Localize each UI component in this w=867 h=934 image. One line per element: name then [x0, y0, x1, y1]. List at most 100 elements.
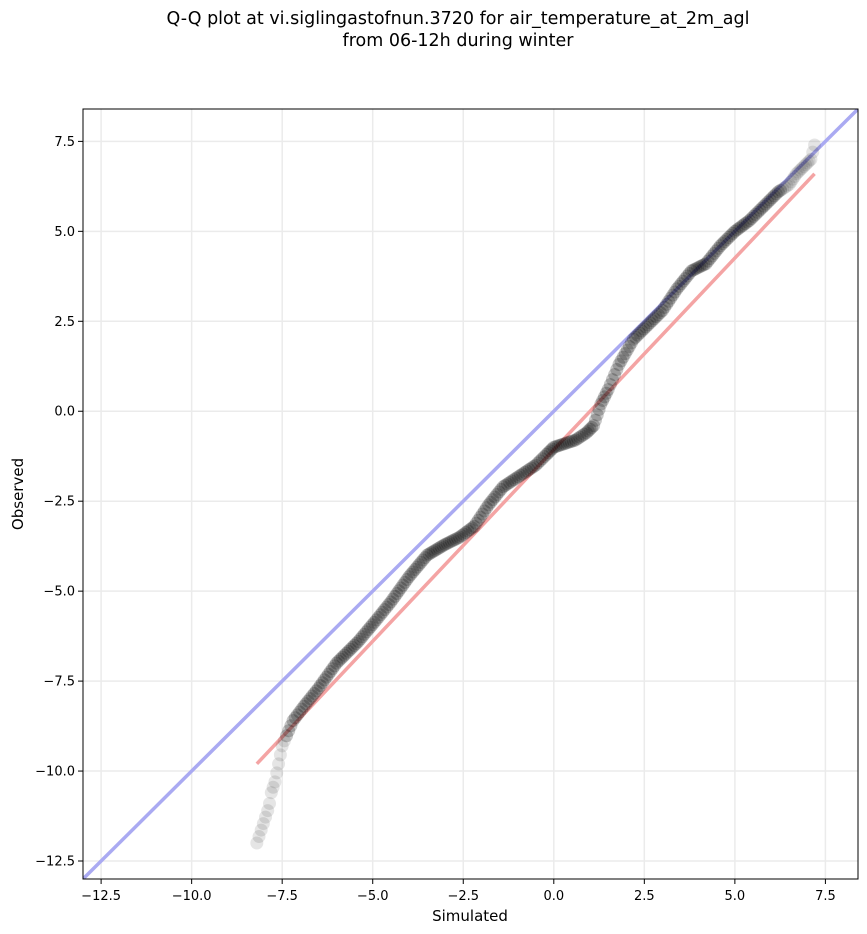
qq-point-130 [516, 467, 530, 481]
x-tick-label-5: 0.0 [543, 889, 564, 904]
qq-point-94 [440, 536, 454, 550]
chart-title: Q-Q plot at vi.siglingastofnun.3720 for … [0, 8, 867, 52]
qq-point-123 [500, 477, 514, 491]
qq-point-115 [484, 495, 498, 509]
qq-point-232 [726, 226, 740, 240]
qq-point-169 [596, 393, 610, 407]
qq-point-101 [455, 529, 469, 543]
qq-point-110 [473, 510, 487, 524]
qq-point-259 [782, 178, 796, 192]
qq-point-205 [670, 282, 684, 296]
x-tick-label-6: 2.5 [634, 889, 655, 904]
identity-line [83, 109, 858, 879]
qq-point-261 [786, 172, 800, 186]
qq-point-4 [259, 810, 273, 824]
qq-point-193 [645, 314, 659, 328]
qq-point-11 [272, 757, 286, 771]
qq-point-107 [467, 519, 481, 533]
qq-point-237 [736, 218, 750, 232]
qq-point-15 [280, 729, 294, 743]
qq-point-25 [301, 694, 315, 708]
qq-point-79 [410, 560, 424, 574]
qq-point-105 [463, 522, 477, 536]
qq-point-24 [299, 697, 313, 711]
qq-point-99 [451, 531, 465, 545]
qq-point-109 [471, 513, 485, 527]
qq-point-150 [558, 437, 572, 451]
qq-point-213 [686, 263, 700, 277]
qq-point-55 [361, 623, 375, 637]
y-tick-label-8: 7.5 [54, 135, 75, 150]
qq-point-153 [564, 434, 578, 448]
qq-point-78 [408, 563, 422, 577]
qq-point-97 [446, 533, 460, 547]
qq-point-235 [732, 221, 746, 235]
qq-point-90 [432, 541, 446, 555]
qq-point-265 [793, 163, 807, 177]
qq-point-264 [791, 165, 805, 179]
qq-point-57 [365, 618, 379, 632]
qq-point-233 [728, 224, 742, 238]
qq-point-143 [543, 444, 557, 458]
qq-point-178 [614, 354, 628, 368]
qq-point-68 [388, 589, 402, 603]
qq-point-244 [751, 205, 765, 219]
qq-point-70 [392, 584, 406, 598]
qq-point-179 [616, 350, 630, 364]
qq-point-197 [653, 306, 667, 320]
reference-lines [83, 109, 858, 879]
qq-point-192 [643, 316, 657, 330]
qq-point-245 [753, 203, 767, 217]
qq-point-183 [624, 336, 638, 350]
qq-point-181 [620, 343, 634, 357]
qq-point-215 [691, 261, 705, 275]
chart-title-line-2: from 06-12h during winter [342, 31, 574, 51]
qq-point-170 [597, 390, 611, 404]
qq-point-138 [533, 454, 547, 468]
qq-point-184 [626, 332, 640, 346]
qq-point-113 [480, 501, 494, 515]
qq-point-162 [583, 422, 597, 436]
qq-point-7 [264, 786, 278, 800]
qq-point-254 [771, 185, 785, 199]
qq-point-176 [610, 363, 624, 377]
qq-point-8 [266, 780, 280, 794]
qq-point-108 [469, 516, 483, 530]
qq-point-258 [780, 179, 794, 193]
qq-point-73 [398, 575, 412, 589]
qq-point-134 [524, 461, 538, 475]
qq-point-124 [503, 475, 517, 489]
qq-point-175 [608, 368, 622, 382]
y-tick-label-2: −7.5 [43, 675, 75, 690]
qq-point-9 [268, 775, 282, 789]
qq-point-62 [376, 605, 390, 619]
qq-point-129 [513, 468, 527, 482]
qq-point-210 [680, 269, 694, 283]
qq-point-154 [566, 434, 580, 448]
qq-point-51 [353, 632, 367, 646]
qq-point-227 [715, 237, 729, 251]
x-axis-label: Simulated [432, 907, 508, 925]
y-tick-label-1: −10.0 [35, 765, 75, 780]
qq-point-217 [695, 259, 709, 273]
qq-point-182 [622, 339, 636, 353]
qq-point-23 [297, 699, 311, 713]
qq-point-92 [436, 539, 450, 553]
qq-point-221 [703, 252, 717, 266]
qq-point-125 [505, 474, 519, 488]
qq-point-141 [540, 447, 554, 461]
qq-point-133 [522, 463, 536, 477]
qq-point-100 [453, 530, 467, 544]
qq-point-48 [347, 638, 361, 652]
qq-point-39 [330, 656, 344, 670]
qq-point-196 [651, 308, 665, 322]
qq-point-93 [438, 537, 452, 551]
qq-point-76 [404, 567, 418, 581]
qq-point-187 [633, 326, 647, 340]
y-tick-label-7: 5.0 [54, 225, 75, 240]
qq-point-38 [327, 659, 341, 673]
qq-point-234 [730, 223, 744, 237]
qq-point-219 [699, 257, 713, 271]
qq-point-225 [711, 241, 725, 255]
qq-point-218 [697, 258, 711, 272]
